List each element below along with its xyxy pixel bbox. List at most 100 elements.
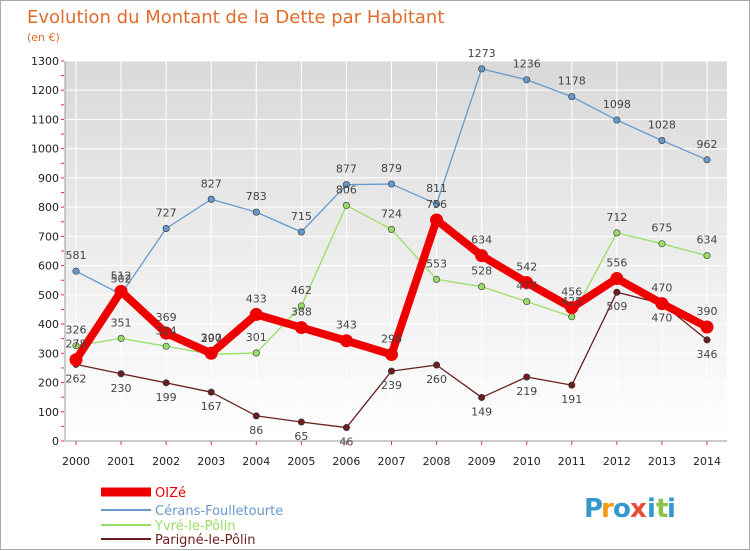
data-label: 542 (516, 261, 537, 274)
data-label: 425 (561, 295, 582, 308)
data-label: 877 (336, 163, 357, 176)
data-point (252, 349, 260, 357)
data-label: 712 (606, 211, 627, 224)
data-label: 581 (66, 249, 87, 262)
data-label: 390 (697, 305, 718, 318)
data-label: 1098 (603, 98, 631, 111)
data-point (478, 65, 486, 73)
data-label: 1273 (468, 47, 496, 60)
data-point (658, 240, 666, 248)
data-point (523, 298, 531, 306)
logo-letter: i (667, 494, 676, 524)
data-label: 433 (246, 292, 267, 305)
data-label: 388 (291, 306, 312, 319)
legend-label: Parigné-le-Pôlin (155, 533, 255, 548)
data-label: 191 (561, 393, 582, 406)
data-label: 1236 (513, 58, 541, 71)
x-tick-label: 2005 (287, 455, 315, 468)
data-point (297, 302, 305, 310)
data-label: 351 (111, 316, 132, 329)
data-point (703, 336, 711, 344)
data-label: 715 (291, 210, 312, 223)
data-label: 724 (381, 207, 402, 220)
data-label: 199 (156, 391, 177, 404)
x-tick-label: 2003 (197, 455, 225, 468)
x-tick-label: 2000 (62, 455, 90, 468)
y-tick-label: 1200 (31, 84, 59, 97)
data-point (162, 379, 170, 387)
data-label: 300 (201, 331, 222, 344)
data-point (204, 346, 218, 360)
data-label: 470 (651, 282, 672, 295)
logo-letter: o (613, 494, 631, 524)
data-point (568, 93, 576, 101)
data-label: 346 (697, 348, 718, 361)
data-point (159, 326, 173, 340)
data-label: 783 (246, 190, 267, 203)
x-tick-label: 2004 (242, 455, 270, 468)
data-point (252, 208, 260, 216)
data-label: 369 (156, 311, 177, 324)
data-point (700, 320, 714, 334)
data-point (478, 393, 486, 401)
data-label: 301 (246, 331, 267, 344)
data-point (387, 367, 395, 375)
data-point (703, 252, 711, 260)
data-label: 477 (516, 280, 537, 293)
data-label: 509 (606, 300, 627, 313)
y-tick-label: 1300 (31, 55, 59, 68)
data-label: 462 (291, 284, 312, 297)
x-tick-label: 2014 (693, 455, 721, 468)
x-tick-label: 2001 (107, 455, 135, 468)
chart-title: Evolution du Montant de la Dette par Hab… (27, 7, 444, 28)
data-point (523, 76, 531, 84)
data-label: 962 (697, 138, 718, 151)
data-label: 634 (471, 234, 492, 247)
data-point (117, 334, 125, 342)
data-label: 556 (606, 256, 627, 269)
data-label: 1178 (558, 75, 586, 88)
data-point (433, 200, 441, 208)
data-point (610, 271, 624, 285)
data-point (207, 195, 215, 203)
chart-subtitle: (en €) (27, 31, 60, 44)
data-point (565, 301, 579, 315)
x-tick-label: 2002 (152, 455, 180, 468)
data-labels: 581 502 727 827 783 715 877 879 811 1273 1236 1178 1… (66, 47, 718, 449)
logo-letter: i (647, 494, 656, 524)
data-label: 296 (381, 332, 402, 345)
data-label: 553 (426, 257, 447, 270)
data-label: 343 (336, 319, 357, 332)
data-label: 65 (294, 430, 308, 443)
y-tick-label: 800 (38, 201, 59, 214)
y-tick-label: 1100 (31, 113, 59, 126)
data-point (249, 307, 263, 321)
data-label: 262 (66, 372, 87, 385)
data-point (294, 321, 308, 335)
y-tick-label: 600 (38, 260, 59, 273)
x-tick-label: 2010 (513, 455, 541, 468)
data-point (339, 334, 353, 348)
data-label: 727 (156, 206, 177, 219)
data-point (385, 347, 398, 361)
data-point (114, 284, 128, 298)
data-label: 239 (381, 379, 402, 392)
data-point (69, 353, 83, 367)
data-label: 1028 (648, 119, 676, 132)
data-point (72, 342, 80, 350)
data-label: 528 (471, 265, 492, 278)
data-point (162, 342, 170, 350)
y-tick-label: 300 (38, 347, 59, 360)
data-point (387, 225, 395, 233)
data-label: 230 (111, 382, 132, 395)
data-point (475, 249, 489, 263)
legend-label: Yvré-le-Pôlin (154, 519, 235, 534)
data-point (342, 181, 350, 189)
y-tick-label: 200 (38, 377, 59, 390)
data-point (568, 381, 576, 389)
data-point (342, 201, 350, 209)
data-point (297, 228, 305, 236)
data-point (252, 412, 260, 420)
data-point (72, 267, 80, 275)
